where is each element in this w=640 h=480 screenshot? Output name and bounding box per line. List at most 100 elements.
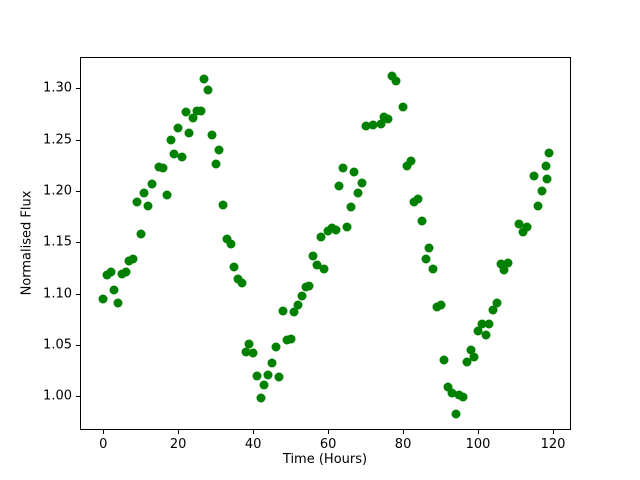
data-point [338, 163, 348, 173]
data-point [484, 319, 494, 329]
data-point [331, 225, 341, 235]
data-point [346, 202, 356, 212]
data-point [481, 330, 491, 340]
data-point [439, 355, 449, 365]
data-point [271, 342, 281, 352]
data-point [121, 267, 131, 277]
data-point [188, 113, 198, 123]
data-point [334, 181, 344, 191]
data-point [492, 298, 502, 308]
data-point [533, 201, 543, 211]
data-point [297, 291, 307, 301]
data-point [226, 239, 236, 249]
data-point [353, 188, 363, 198]
data-point [383, 114, 393, 124]
data-point [237, 278, 247, 288]
x-tick-mark [178, 430, 180, 434]
x-tick-label: 120 [540, 437, 566, 452]
y-tick-mark [76, 88, 80, 90]
data-point [169, 149, 179, 159]
data-point [458, 392, 468, 402]
data-point [256, 393, 266, 403]
data-point [113, 298, 123, 308]
data-point [542, 174, 552, 184]
data-point [259, 380, 269, 390]
data-point [428, 264, 438, 274]
data-point [98, 294, 108, 304]
data-point [308, 251, 318, 261]
data-point [522, 222, 532, 232]
data-point [451, 409, 461, 419]
y-tick-mark [76, 139, 80, 141]
data-point [211, 159, 221, 169]
data-point [207, 130, 217, 140]
data-point [278, 306, 288, 316]
data-point [424, 243, 434, 253]
data-point [139, 188, 149, 198]
y-tick-mark [76, 396, 80, 398]
data-point [391, 76, 401, 86]
data-point [398, 102, 408, 112]
x-tick-label: 40 [244, 437, 262, 452]
data-point [514, 219, 524, 229]
x-tick-label: 0 [99, 437, 108, 452]
x-tick-mark [478, 430, 480, 434]
data-point [466, 345, 476, 355]
data-point [304, 281, 314, 291]
x-tick-mark [403, 430, 405, 434]
y-tick-label: 1.15 [43, 234, 72, 250]
data-point [109, 285, 119, 295]
data-point [477, 319, 487, 329]
data-point [368, 120, 378, 130]
data-point [469, 352, 479, 362]
data-point [473, 326, 483, 336]
data-point [349, 167, 359, 177]
data-point [184, 128, 194, 138]
data-point [447, 388, 457, 398]
data-point [361, 121, 371, 131]
y-tick-mark [76, 344, 80, 346]
data-point [387, 71, 397, 81]
data-point [147, 179, 157, 189]
data-point [248, 348, 258, 358]
data-point [406, 156, 416, 166]
y-axis-label: Normalised Flux [19, 190, 35, 296]
data-point [518, 227, 528, 237]
y-tick-label: 1.25 [43, 132, 72, 148]
data-point [488, 305, 498, 315]
y-tick-label: 1.10 [43, 286, 72, 302]
data-point [106, 267, 116, 277]
data-point [252, 371, 262, 381]
x-tick-label: 60 [319, 437, 337, 452]
data-point [199, 74, 209, 84]
data-point [214, 145, 224, 155]
data-point [173, 123, 183, 133]
data-point [342, 222, 352, 232]
data-point [537, 186, 547, 196]
data-point [443, 382, 453, 392]
y-tick-mark [76, 190, 80, 192]
data-point [166, 135, 176, 145]
data-point [196, 106, 206, 116]
x-tick-mark [328, 430, 330, 434]
data-point [218, 200, 228, 210]
data-point [181, 107, 191, 117]
data-point [286, 334, 296, 344]
data-point [136, 229, 146, 239]
y-tick-mark [76, 242, 80, 244]
y-tick-label: 1.30 [43, 80, 72, 96]
data-point [203, 85, 213, 95]
y-tick-label: 1.05 [43, 337, 72, 353]
x-tick-label: 100 [465, 437, 491, 452]
data-point [158, 163, 168, 173]
data-point [128, 254, 138, 264]
data-point [229, 262, 239, 272]
data-point [541, 161, 550, 171]
data-point [222, 234, 232, 244]
x-axis-label: Time (Hours) [282, 452, 368, 467]
data-point [462, 357, 472, 367]
data-point [421, 254, 431, 264]
data-point [503, 258, 513, 268]
y-tick-label: 1.20 [43, 183, 72, 199]
data-point [316, 232, 326, 242]
